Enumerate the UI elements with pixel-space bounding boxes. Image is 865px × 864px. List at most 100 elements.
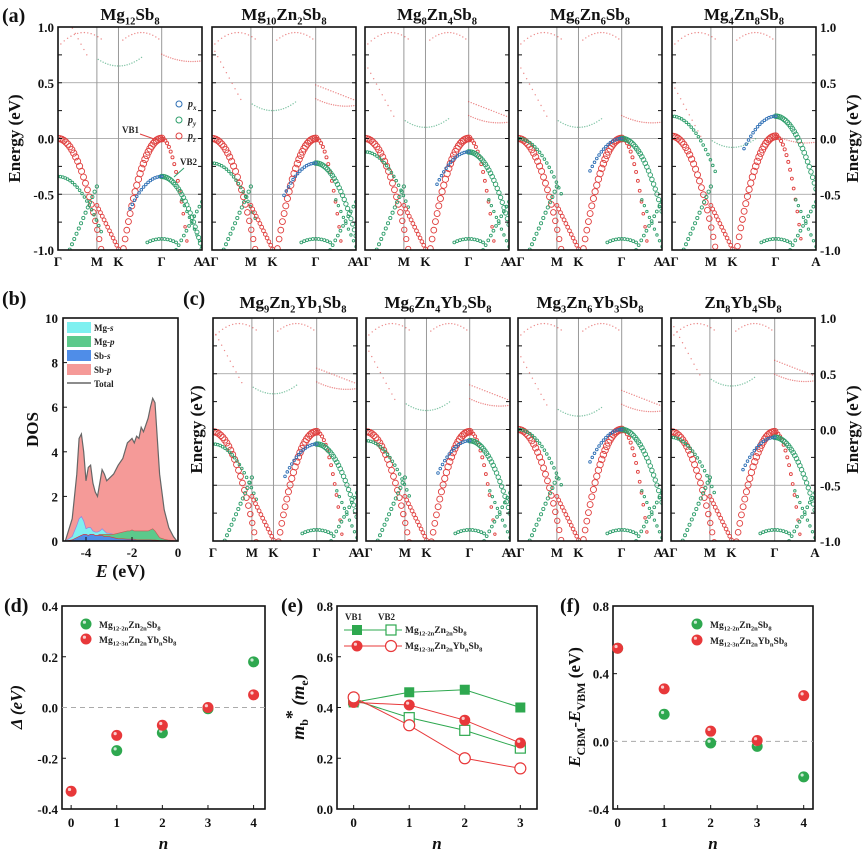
plot-frame bbox=[336, 605, 538, 810]
band-point bbox=[705, 473, 709, 478]
band-point bbox=[240, 466, 244, 471]
band-point bbox=[563, 221, 569, 226]
conduction-point bbox=[733, 146, 735, 149]
element: Zn bbox=[734, 5, 755, 24]
band-point bbox=[567, 519, 572, 525]
band-point bbox=[546, 193, 553, 201]
band-point bbox=[554, 471, 559, 475]
conduction-point bbox=[567, 124, 569, 127]
conduction-point bbox=[491, 404, 493, 407]
band-point bbox=[85, 205, 90, 210]
band-point bbox=[686, 443, 690, 448]
conduction-point bbox=[348, 380, 351, 382]
band-point bbox=[605, 240, 610, 245]
conduction-point bbox=[429, 39, 431, 41]
conduction-point bbox=[690, 32, 693, 35]
conduction-point bbox=[382, 377, 384, 379]
band-point bbox=[588, 169, 592, 173]
data-point bbox=[80, 618, 92, 630]
conduction-point bbox=[454, 323, 456, 325]
k-label: Γ bbox=[312, 254, 320, 269]
band-point bbox=[251, 529, 258, 536]
conduction-point bbox=[714, 38, 716, 40]
band-point bbox=[444, 166, 448, 171]
band-point bbox=[481, 248, 485, 250]
k-label: AΓ bbox=[354, 254, 372, 269]
band-point bbox=[239, 479, 246, 487]
subscript: 2n bbox=[751, 642, 758, 649]
conduction-point bbox=[230, 32, 233, 35]
data-point-highlight bbox=[82, 620, 86, 624]
subscript: 8 bbox=[341, 304, 346, 315]
k-label-A: A bbox=[501, 254, 511, 269]
conduction-point bbox=[523, 72, 525, 75]
band-point bbox=[436, 495, 444, 503]
band-point bbox=[171, 239, 176, 243]
band-point bbox=[640, 489, 644, 493]
band-point bbox=[75, 185, 79, 190]
band-point bbox=[552, 508, 559, 516]
conduction-point bbox=[791, 366, 794, 368]
data-point-highlight bbox=[660, 685, 665, 689]
conduction-point bbox=[128, 35, 130, 37]
conduction-point bbox=[181, 60, 183, 62]
band-point bbox=[400, 510, 407, 518]
band-point bbox=[793, 238, 798, 243]
conduction-point bbox=[248, 325, 251, 327]
k-label: A bbox=[810, 545, 820, 560]
band-point bbox=[373, 441, 378, 446]
conduction-point bbox=[77, 38, 79, 40]
band-point bbox=[453, 156, 457, 160]
conduction-point bbox=[625, 405, 627, 408]
band-point bbox=[707, 519, 714, 527]
subscript: z bbox=[192, 136, 196, 144]
band-point bbox=[234, 512, 239, 517]
band-point bbox=[341, 196, 347, 203]
conduction-point bbox=[294, 31, 296, 34]
band-point bbox=[679, 544, 682, 547]
subscript: 9 bbox=[264, 304, 269, 315]
legend-label: py bbox=[187, 115, 197, 128]
band-point bbox=[229, 522, 234, 527]
y-tick-label: 0.2 bbox=[317, 751, 333, 766]
band-point bbox=[389, 170, 394, 175]
conduction-point bbox=[367, 67, 369, 69]
band-point bbox=[596, 460, 604, 469]
conduction-point bbox=[533, 33, 536, 36]
band-point bbox=[601, 147, 606, 151]
band-point bbox=[470, 138, 475, 143]
band-point bbox=[724, 235, 730, 241]
conduction-point bbox=[410, 406, 412, 408]
band-point bbox=[387, 173, 394, 181]
conduction-point bbox=[460, 325, 462, 328]
band-point bbox=[634, 170, 639, 174]
conduction-point bbox=[258, 107, 261, 109]
band-point bbox=[554, 184, 560, 189]
conduction-point bbox=[803, 380, 805, 383]
element: Sb bbox=[147, 621, 158, 631]
band-point bbox=[655, 233, 659, 237]
band-point bbox=[398, 502, 405, 509]
conduction-point bbox=[391, 393, 393, 395]
conduction-point bbox=[436, 407, 439, 410]
conduction-point bbox=[280, 328, 282, 330]
band-point bbox=[99, 229, 103, 234]
band-point bbox=[139, 159, 148, 168]
band-point bbox=[405, 245, 412, 250]
band-point bbox=[643, 225, 647, 229]
band-point bbox=[550, 485, 555, 491]
band-point bbox=[154, 237, 158, 242]
band-point bbox=[635, 178, 640, 183]
conduction-point bbox=[445, 323, 447, 325]
band-point bbox=[254, 497, 258, 501]
conduction-point bbox=[288, 389, 291, 391]
band-point bbox=[349, 497, 355, 503]
band-point bbox=[682, 118, 686, 123]
y-axis-title-part: m bbox=[288, 726, 308, 740]
y-axis-title-left: Energy (eV) bbox=[5, 94, 24, 182]
conduction-point bbox=[543, 31, 546, 34]
conduction-point bbox=[579, 415, 581, 417]
band-point bbox=[387, 512, 392, 517]
band-point bbox=[181, 211, 186, 216]
conduction-point bbox=[330, 103, 333, 106]
